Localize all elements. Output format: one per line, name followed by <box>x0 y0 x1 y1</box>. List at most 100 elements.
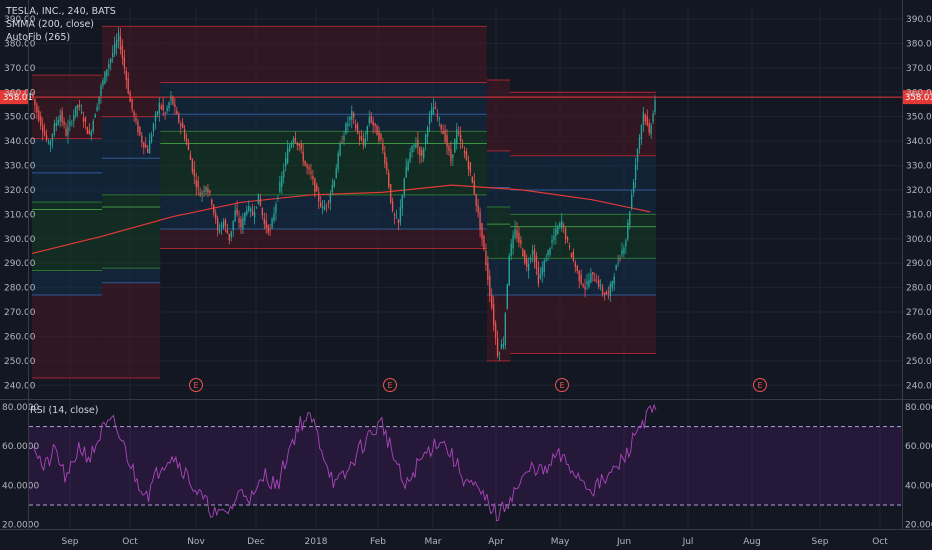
candle-body <box>440 124 442 130</box>
candle-body <box>564 228 567 240</box>
autofib-zone <box>160 114 487 132</box>
candle-body <box>586 281 588 285</box>
candle-body <box>191 158 194 172</box>
time-tick-label: Sep <box>812 537 829 547</box>
candle-body <box>178 113 180 122</box>
legend-autofib[interactable]: AutoFib (265) <box>6 32 70 43</box>
price-tick-label-left: 290.00 <box>4 259 36 269</box>
candle-body <box>220 225 223 228</box>
candle-body <box>574 262 577 268</box>
rsi-axis[interactable]: 20.0000 20.0000 40.0000 40.0000 60.0000 60.00… <box>2 403 932 531</box>
candle-body <box>557 227 559 234</box>
price-tick-label-right: 340.00 <box>906 137 932 147</box>
autofib-zone <box>101 158 161 195</box>
candle-body <box>181 122 184 129</box>
candle-body <box>187 142 190 150</box>
candle-body <box>232 220 234 231</box>
candle-body <box>277 197 279 199</box>
candle-body <box>267 225 269 233</box>
candle-body <box>358 136 361 140</box>
candle-body <box>415 142 417 148</box>
candle-body <box>615 265 617 271</box>
candle-body <box>345 123 347 134</box>
candle-body <box>319 202 322 207</box>
candle-body <box>259 199 262 206</box>
candle-body <box>185 138 188 144</box>
candle-body <box>413 144 415 147</box>
candlestick-series <box>32 27 656 361</box>
price-tick-label-right: 300.00 <box>906 235 932 245</box>
candle-body <box>356 124 359 134</box>
candle-body <box>382 142 384 150</box>
candle-body <box>432 106 435 115</box>
rsi-tick-label-left: 80.0000 <box>2 403 39 413</box>
time-axis[interactable]: Sep Oct Nov Dec 2018 Feb Mar Apr May Jun Jul Aug Sep… <box>62 537 889 547</box>
candle-body <box>290 142 293 148</box>
candle-body <box>84 117 87 123</box>
candle-body <box>617 262 619 264</box>
time-tick-label: Mar <box>425 537 442 547</box>
candle-body <box>399 207 402 223</box>
candle-body <box>94 114 96 118</box>
candle-body <box>73 115 75 122</box>
candle-body <box>627 222 629 240</box>
candle-body <box>143 142 145 148</box>
candle-body <box>92 120 94 132</box>
candle-body <box>475 193 477 206</box>
candle-body <box>63 121 65 125</box>
candle-body <box>314 178 316 192</box>
candle-body <box>380 133 382 140</box>
autofib-zone <box>101 194 161 208</box>
price-tick-label-left: 390.00 <box>4 15 36 25</box>
candle-body <box>458 132 460 135</box>
candle-body <box>104 71 106 84</box>
candle-body <box>133 111 135 116</box>
candle-body <box>450 149 452 162</box>
candle-body <box>372 120 374 126</box>
legend-rsi[interactable]: RSI (14, close) <box>30 405 98 416</box>
candle-body <box>479 211 481 230</box>
candle-body <box>529 258 532 261</box>
candle-body <box>444 130 446 142</box>
candle-body <box>69 121 71 126</box>
candle-body <box>461 145 464 147</box>
candle-body <box>496 338 499 357</box>
candle-body <box>146 148 149 153</box>
time-tick-label: May <box>551 537 570 547</box>
candle-body <box>351 111 353 120</box>
candle-body <box>477 205 479 213</box>
candle-body <box>283 170 285 178</box>
candle-body <box>335 168 337 179</box>
candle-body <box>465 151 468 161</box>
time-tick-label: Dec <box>247 537 264 547</box>
candle-body <box>384 152 386 164</box>
candle-body <box>162 104 164 111</box>
candle-body <box>174 104 176 108</box>
candle-body <box>321 206 324 208</box>
candle-body <box>145 144 147 148</box>
autofib-zone <box>32 172 102 203</box>
autofib-zone <box>160 194 487 230</box>
candle-body <box>467 160 470 170</box>
candle-body <box>199 192 201 197</box>
candle-body <box>82 117 85 122</box>
candle-body <box>45 135 48 140</box>
rsi-band-fill <box>29 426 902 505</box>
candle-body <box>102 79 104 86</box>
candle-body <box>183 129 186 139</box>
rsi-tick-label-left: 60.0000 <box>2 442 39 452</box>
candle-body <box>325 204 328 206</box>
autofib-zone <box>510 258 656 295</box>
candle-body <box>504 313 507 345</box>
autofib-zone <box>486 150 511 188</box>
legend-smma[interactable]: SMMA (200, close) <box>6 19 94 30</box>
price-axis[interactable]: 240.00 240.00 250.00 250.00 260.00 260.00 270.… <box>4 15 932 391</box>
candle-body <box>209 190 211 194</box>
candle-body <box>108 63 110 69</box>
price-tick-label-left: 240.00 <box>4 381 36 391</box>
candle-body <box>119 36 122 50</box>
candle-body <box>176 110 178 115</box>
candle-body <box>625 240 627 247</box>
